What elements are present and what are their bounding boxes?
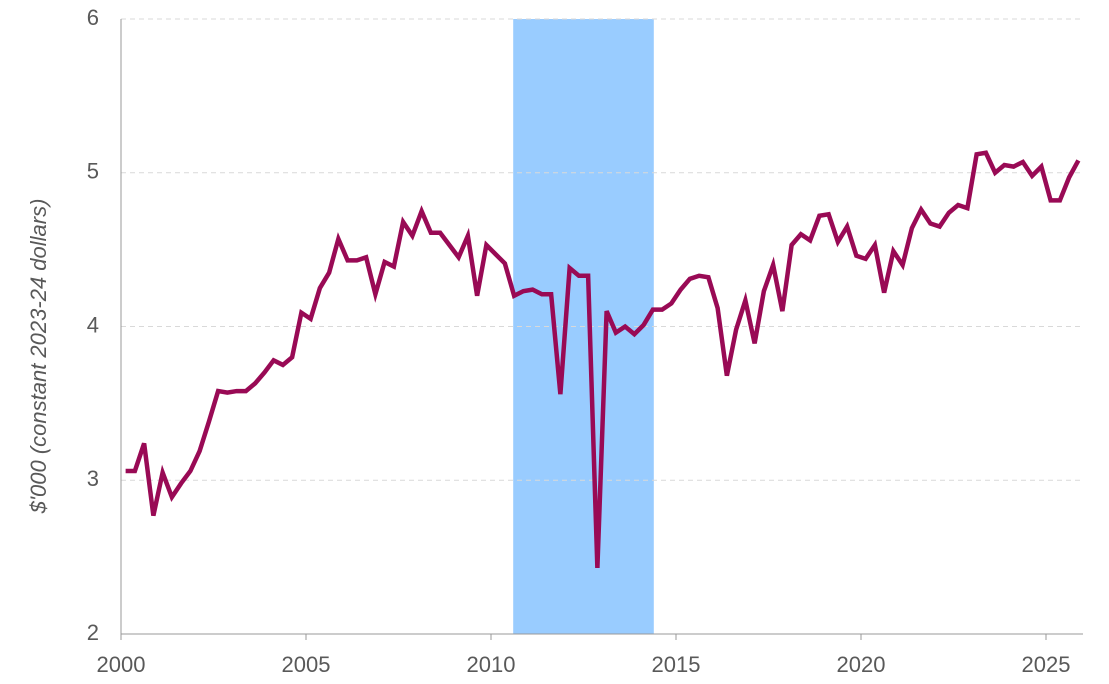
x-tick-label: 2015: [652, 652, 701, 677]
x-tick-label: 2000: [97, 652, 146, 677]
data-line: [125, 150, 1081, 568]
y-tick-label: 3: [87, 466, 99, 491]
x-tick-label: 2010: [467, 652, 516, 677]
x-tick-label: 2020: [837, 652, 886, 677]
x-tick-label: 2025: [1022, 652, 1071, 677]
y-axis-label: $'000 (constant 2023-24 dollars): [26, 199, 51, 515]
y-tick-label: 6: [87, 5, 99, 30]
y-tick-label: 5: [87, 159, 99, 184]
x-tick-label: 2005: [282, 652, 331, 677]
y-tick-label: 4: [87, 312, 99, 337]
y-tick-label: 2: [87, 620, 99, 645]
